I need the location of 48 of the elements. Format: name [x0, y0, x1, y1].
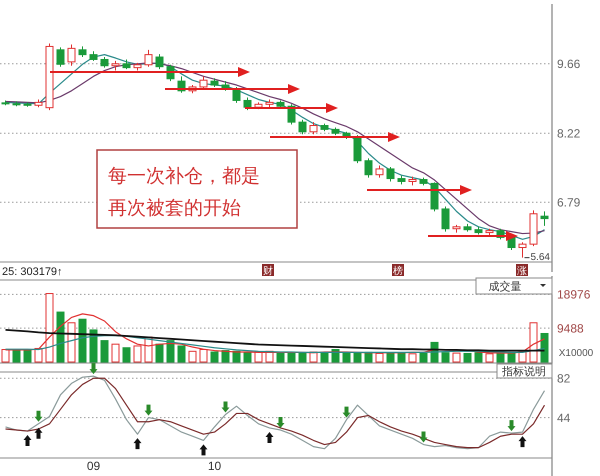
text: 财: [263, 265, 273, 277]
line-series: [4, 329, 546, 352]
bar: [420, 352, 428, 362]
bar: [112, 344, 120, 362]
y-tick-label: 6.79: [557, 195, 581, 210]
chart-subtitle: 25: 303179↑: [2, 266, 63, 278]
bar: [100, 340, 108, 362]
bar: [320, 352, 328, 362]
bar: [474, 352, 482, 362]
bar: [188, 350, 196, 362]
bar: [354, 352, 362, 362]
bar: [298, 352, 306, 362]
bar: [78, 318, 86, 362]
annotation: 每一次补仓，都是再次被套的开始: [108, 165, 260, 219]
y-tick-label: 44: [557, 410, 571, 425]
y-tick-label: 8.22: [557, 126, 581, 140]
bar: [12, 350, 20, 362]
y-tick-label: 9488: [557, 321, 584, 336]
bar: [408, 353, 416, 362]
annotation: 5.64: [530, 252, 550, 264]
bar: [24, 349, 32, 362]
bar: [442, 352, 450, 362]
bar: [452, 352, 460, 362]
bar: [342, 352, 350, 362]
bar: [276, 352, 284, 362]
bar: [156, 344, 164, 362]
x-tick-label: 09: [86, 459, 100, 473]
annotation: 指标说明: [501, 366, 546, 378]
y-tick-label: 9.66: [557, 57, 581, 71]
bar: [244, 352, 252, 362]
bar: [122, 347, 130, 362]
line-series: [4, 335, 546, 353]
bar: [464, 352, 472, 362]
y-tick-label: 82: [557, 371, 571, 386]
y-axis-title: X10000: [558, 348, 594, 359]
text: 榜: [393, 265, 403, 277]
text: 涨: [517, 265, 527, 277]
x-tick-label: 10: [208, 459, 222, 473]
bar: [508, 352, 516, 362]
bar: [496, 352, 504, 362]
chart-title: 成交量: [488, 280, 522, 293]
bar: [288, 352, 296, 362]
bar: [178, 345, 186, 362]
bar: [210, 352, 218, 362]
bar: [232, 350, 240, 362]
y-tick-label: 18976: [557, 288, 591, 302]
bar: [398, 352, 406, 362]
bar: [540, 332, 548, 362]
